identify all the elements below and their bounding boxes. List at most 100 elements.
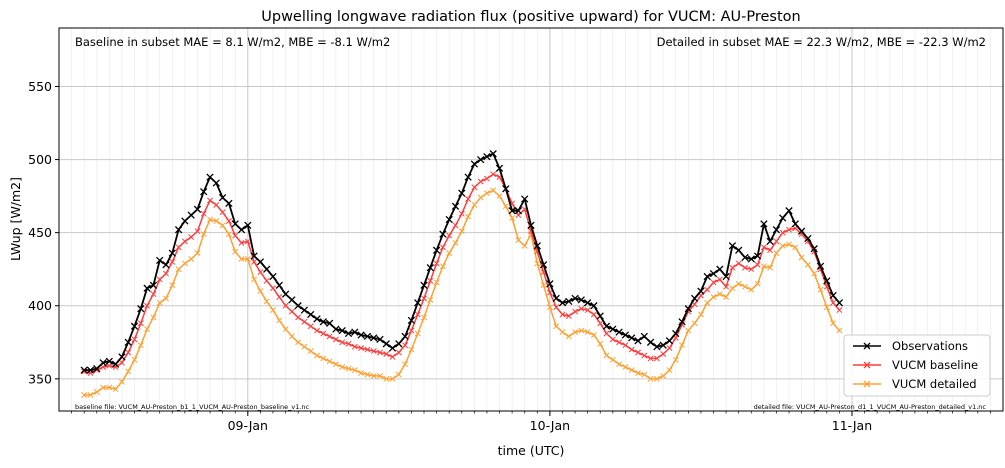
data-point [238, 239, 245, 246]
data-point [786, 226, 792, 233]
data-point [515, 237, 522, 243]
data-point [162, 261, 170, 269]
data-point [602, 322, 611, 330]
data-point [439, 263, 446, 270]
data-point [647, 375, 654, 382]
data-point [212, 179, 220, 187]
data-point [414, 311, 421, 318]
data-point [319, 318, 327, 326]
data-point [111, 360, 120, 368]
data-point [786, 241, 792, 248]
data-point [402, 342, 409, 349]
data-point [666, 345, 673, 352]
data-point [792, 244, 799, 251]
data-point [345, 365, 352, 372]
data-point [276, 294, 283, 300]
data-point [616, 339, 623, 346]
data-point [489, 150, 497, 158]
data-point [666, 367, 673, 374]
data-point [137, 305, 145, 313]
data-point [339, 364, 346, 371]
data-point [338, 326, 346, 335]
data-point [533, 242, 541, 250]
data-point [421, 314, 427, 321]
data-point [691, 320, 698, 327]
data-point [125, 368, 132, 375]
data-point [401, 332, 409, 341]
data-point [314, 327, 320, 334]
data-point [257, 288, 264, 295]
data-point [250, 252, 258, 260]
data-point [646, 338, 655, 346]
data-point [213, 201, 220, 208]
data-point [716, 291, 723, 298]
data-point [521, 195, 529, 203]
data-point [748, 266, 755, 273]
data-point [270, 307, 276, 314]
data-point [653, 375, 660, 382]
data-point [395, 371, 402, 378]
data-point [389, 353, 396, 360]
data-point [326, 358, 333, 365]
data-point [767, 264, 774, 271]
legend-marker [863, 361, 871, 369]
data-point [773, 238, 780, 245]
data-point [603, 352, 610, 359]
data-point [408, 346, 415, 353]
data-point [232, 248, 239, 255]
data-point [445, 215, 453, 224]
data-point [427, 277, 434, 284]
data-point [432, 246, 441, 254]
data-point [804, 234, 812, 243]
data-point [376, 335, 384, 344]
data-point [194, 228, 201, 235]
data-point [559, 311, 566, 318]
data-point [754, 280, 761, 287]
data-point [382, 340, 390, 348]
data-point [332, 325, 340, 333]
data-point [596, 312, 604, 320]
y-tick-label: 550 [28, 79, 52, 94]
data-point [131, 336, 138, 343]
data-point [464, 173, 472, 181]
data-point [225, 218, 232, 224]
data-point [477, 178, 484, 185]
data-point [823, 277, 831, 285]
data-point [823, 304, 830, 311]
data-point [452, 239, 459, 246]
data-point [521, 242, 528, 249]
data-point [105, 357, 113, 365]
data-point [785, 207, 793, 215]
data-point [471, 201, 478, 208]
data-point [118, 359, 125, 366]
data-point [483, 190, 490, 197]
data-point [144, 302, 151, 309]
data-point [552, 294, 560, 303]
data-point [766, 237, 774, 246]
data-point [351, 367, 358, 374]
data-point [458, 228, 465, 235]
data-point [156, 299, 163, 306]
detailed-metrics-annotation: Detailed in subset MAE = 22.3 W/m2, MBE … [657, 35, 986, 49]
data-point [835, 299, 844, 307]
data-point [421, 295, 427, 302]
data-point [87, 391, 94, 398]
data-point [565, 297, 573, 306]
data-point [251, 258, 258, 265]
data-point [307, 323, 314, 330]
data-point [811, 270, 818, 277]
data-point [540, 282, 547, 289]
data-point [370, 334, 378, 342]
data-point [710, 279, 717, 286]
data-point [193, 205, 202, 213]
data-point [106, 362, 113, 369]
data-point [634, 337, 642, 345]
data-point [760, 220, 768, 228]
data-point [534, 260, 541, 267]
data-point [143, 284, 151, 292]
data-point [175, 244, 182, 251]
data-point [388, 344, 397, 352]
data-point [125, 349, 132, 356]
data-point [263, 265, 271, 273]
